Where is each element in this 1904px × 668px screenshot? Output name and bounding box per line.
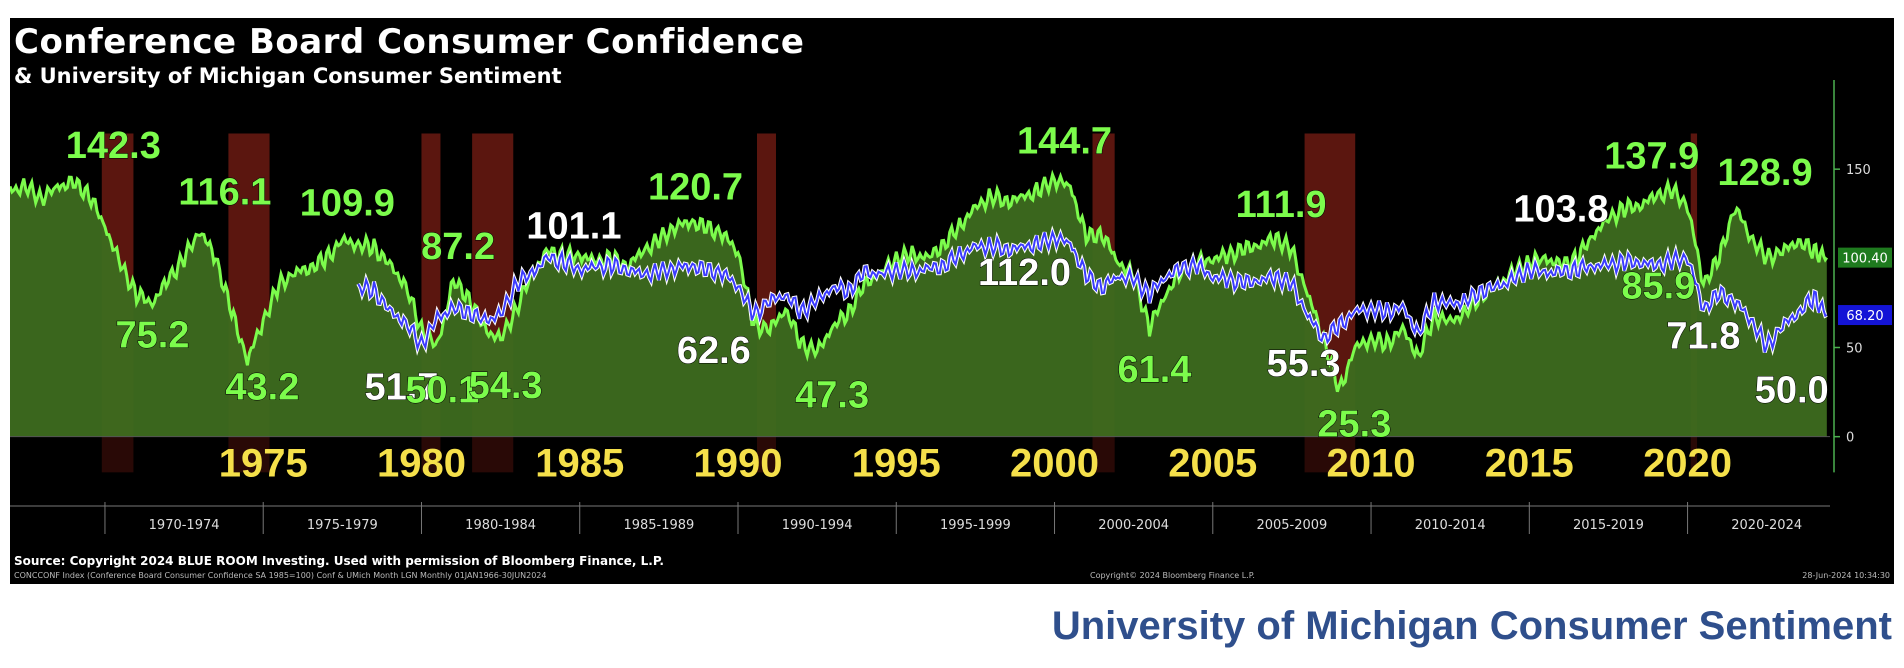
footer-title: University of Michigan Consumer Sentimen…: [1051, 604, 1892, 648]
y-tick-label: 150: [1846, 163, 1871, 178]
annotation-label: 144.7: [1017, 121, 1112, 163]
y-tick-label: 0: [1846, 431, 1854, 446]
annotation-label: 50.1: [405, 369, 479, 411]
annotation-label: 116.1: [178, 172, 271, 214]
chart-title: Conference Board Consumer Confidence: [14, 22, 805, 62]
year-label: 2005: [1168, 442, 1257, 486]
annotation-label: 137.9: [1604, 136, 1699, 178]
period-label: 1990-1994: [782, 518, 853, 533]
year-label: 1985: [535, 442, 624, 486]
annotation-label: 71.8: [1666, 316, 1740, 358]
annotation-label: 101.1: [526, 205, 621, 247]
annotation-label: 111.9: [1236, 184, 1327, 226]
period-label: 1975-1979: [307, 518, 378, 533]
period-label: 2005-2009: [1256, 518, 1327, 533]
annotation-label: 120.7: [648, 166, 743, 208]
umich-line: [357, 228, 1828, 353]
annotation-label: 85.9: [1621, 265, 1695, 307]
period-label: 1985-1989: [623, 518, 694, 533]
period-label: 1995-1999: [940, 518, 1011, 533]
period-label: 2010-2014: [1415, 518, 1486, 533]
annotation-label: 142.3: [66, 125, 161, 167]
annotation-label: 109.9: [300, 183, 395, 225]
annotation-label: 112.0: [978, 252, 1071, 294]
annotation-label: 62.6: [677, 330, 751, 372]
chart-canvas: 1975 1980 1985 1990 1995 2000 2005 2010 2015 2020…: [10, 80, 1892, 534]
year-band: [10, 436, 1830, 492]
year-label: 1980: [377, 442, 466, 486]
year-label: 2000: [1010, 442, 1099, 486]
annotation-label: 54.3: [469, 365, 543, 407]
chart-panel: 1975 1980 1985 1990 1995 2000 2005 2010 2015 2020…: [10, 18, 1894, 584]
year-label: 1995: [852, 442, 941, 486]
annotation-label: 47.3: [795, 374, 869, 416]
annotation-label: 25.3: [1317, 404, 1391, 446]
fine-print-timestamp: 28-Jun-2024 10:34:30: [1802, 571, 1890, 580]
conference-board-area: [10, 174, 1827, 437]
annotation-label: 51.7: [364, 366, 438, 408]
last-value-text: 100.40: [1842, 252, 1888, 267]
annotation-label: 87.2: [421, 226, 495, 268]
year-label: 2015: [1485, 442, 1574, 486]
period-label: 2015-2019: [1573, 518, 1644, 533]
last-value-badge: [1838, 305, 1892, 326]
fine-print-copyright: Copyright© 2024 Bloomberg Finance L.P.: [1090, 571, 1255, 580]
annotation-label: 43.2: [225, 367, 299, 409]
fine-print-left: CONCCONF Index (Conference Board Consume…: [14, 571, 547, 580]
y-tick-label: 50: [1846, 342, 1863, 357]
year-label: 1975: [219, 442, 308, 486]
year-label: 2010: [1327, 442, 1416, 486]
year-label: 2020: [1643, 442, 1732, 486]
year-label: 1990: [694, 442, 783, 486]
period-label: 2000-2004: [1098, 518, 1169, 533]
annotation-label: 61.4: [1117, 349, 1191, 391]
last-value-badge: [1838, 247, 1892, 268]
period-label: 1980-1984: [465, 518, 536, 533]
source-text: Source: Copyright 2024 BLUE ROOM Investi…: [14, 554, 664, 568]
annotation-label: 75.2: [115, 315, 189, 357]
period-label: 1970-1974: [149, 518, 220, 533]
annotation-label: 128.9: [1717, 152, 1812, 194]
annotation-label: 50.0: [1755, 370, 1829, 412]
last-value-text: 68.20: [1846, 309, 1883, 324]
annotation-label: 55.3: [1267, 343, 1341, 385]
annotation-label: 103.8: [1513, 189, 1608, 231]
conference-board-line: [10, 169, 1829, 393]
period-label: 2020-2024: [1731, 518, 1802, 533]
chart-subtitle: & University of Michigan Consumer Sentim…: [14, 64, 562, 88]
